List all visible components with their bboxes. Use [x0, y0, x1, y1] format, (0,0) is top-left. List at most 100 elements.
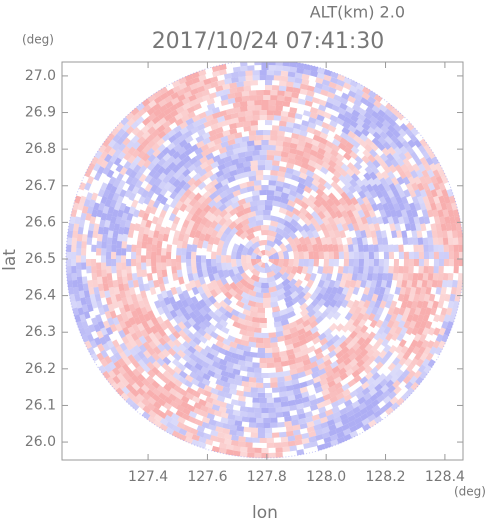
echo-cell — [153, 95, 163, 105]
echo-cell — [236, 86, 245, 93]
echo-cell — [357, 365, 366, 374]
echo-cell — [396, 176, 405, 186]
echo-cell — [347, 266, 354, 274]
echo-cell — [141, 356, 151, 365]
echo-cell — [136, 144, 145, 153]
echo-cell — [217, 269, 225, 279]
echo-cell — [218, 152, 228, 160]
echo-cell — [363, 111, 373, 120]
echo-cell — [357, 266, 364, 274]
echo-cell — [340, 299, 349, 309]
echo-cell — [402, 237, 409, 246]
echo-cell — [187, 164, 197, 173]
echo-cell — [283, 289, 293, 298]
echo-cell — [266, 240, 276, 248]
echo-cell — [319, 222, 328, 232]
echo-cell — [382, 202, 390, 212]
echo-cell — [102, 342, 111, 352]
echo-cell — [368, 223, 376, 232]
echo-cell — [435, 286, 442, 295]
echo-cell — [266, 195, 275, 201]
echo-cell — [187, 273, 194, 282]
echo-cell — [211, 70, 221, 78]
echo-cell — [346, 273, 353, 282]
echo-cell — [223, 212, 233, 221]
echo-cell — [435, 175, 444, 185]
echo-cell — [347, 90, 357, 98]
echo-cell — [307, 345, 316, 354]
echo-cell — [301, 432, 310, 440]
echo-cell — [368, 286, 376, 295]
echo-cell — [125, 397, 135, 406]
echo-cell — [273, 361, 282, 368]
echo-cell — [239, 446, 248, 453]
echo-cell — [190, 378, 200, 387]
echo-cell — [375, 279, 382, 289]
echo-cell — [395, 195, 403, 205]
echo-cell — [240, 218, 250, 227]
echo-cell — [361, 122, 371, 131]
echo-cell — [393, 259, 399, 267]
echo-cell — [265, 80, 273, 86]
echo-cell — [215, 334, 225, 343]
echo-cell — [234, 222, 244, 231]
echo-cell — [410, 339, 419, 349]
echo-cell — [220, 94, 229, 101]
echo-cell — [338, 293, 347, 302]
echo-cell — [156, 165, 166, 175]
echo-cell — [78, 219, 86, 228]
echo-cell — [213, 137, 223, 146]
echo-cell — [384, 286, 391, 296]
echo-cell — [321, 216, 330, 226]
echo-cell — [270, 90, 278, 96]
echo-cell — [71, 244, 77, 253]
echo-cell — [83, 290, 91, 299]
echo-cell — [268, 412, 276, 418]
echo-cell — [322, 279, 331, 289]
echo-cell — [216, 262, 223, 271]
echo-cell — [352, 244, 359, 253]
echo-cell — [171, 344, 181, 354]
echo-cell — [138, 165, 147, 174]
echo-cell — [280, 192, 290, 200]
echo-cell — [298, 251, 304, 259]
echo-cell — [173, 125, 183, 134]
echo-cell — [191, 251, 197, 259]
echo-cell — [156, 343, 166, 353]
echo-cell — [128, 205, 136, 215]
echo-cell — [353, 99, 363, 107]
echo-cell — [400, 195, 409, 205]
x-tick-label: 127.4 — [128, 469, 168, 485]
echo-cell — [363, 286, 371, 296]
echo-cell — [250, 160, 258, 167]
echo-cell — [177, 321, 187, 330]
echo-cell — [171, 164, 181, 174]
echo-cell — [341, 286, 350, 296]
echo-cell — [184, 226, 193, 235]
echo-cell — [306, 243, 314, 252]
echo-cell — [163, 181, 173, 191]
echo-cell — [183, 174, 192, 184]
echo-cell — [266, 75, 274, 81]
echo-cell — [89, 340, 98, 349]
echo-cell — [141, 98, 151, 107]
echo-cell — [355, 178, 365, 188]
echo-cell — [335, 426, 344, 434]
echo-cell — [422, 313, 430, 323]
echo-cell — [152, 148, 161, 158]
y-unit: (deg) — [22, 33, 54, 47]
echo-cell — [398, 152, 407, 161]
echo-cell — [379, 130, 389, 140]
echo-cell — [172, 352, 182, 362]
echo-cell — [319, 372, 328, 381]
echo-cell — [390, 107, 400, 116]
echo-cell — [421, 339, 430, 349]
echo-cell — [261, 452, 269, 458]
echo-cell — [220, 183, 230, 192]
echo-cell — [219, 223, 228, 233]
echo-cell — [342, 428, 352, 436]
echo-cell — [233, 337, 243, 345]
echo-cell — [320, 236, 328, 246]
echo-cell — [146, 107, 156, 116]
echo-cell — [363, 259, 369, 267]
